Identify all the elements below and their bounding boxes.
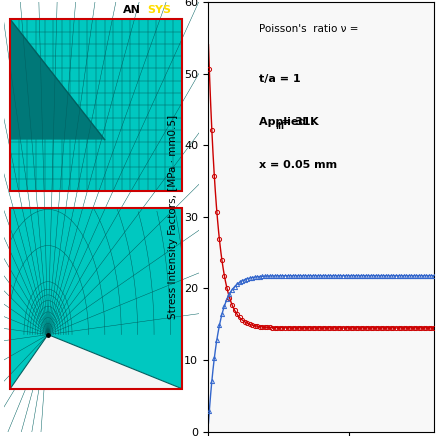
Text: Poisson's  ratio ν =: Poisson's ratio ν = (259, 24, 358, 34)
Text: III: III (275, 123, 284, 131)
Text: SYS: SYS (147, 5, 171, 15)
Polygon shape (10, 208, 182, 389)
Bar (10, 19, 182, 191)
Polygon shape (10, 19, 105, 140)
Text: t/a = 1: t/a = 1 (259, 74, 300, 84)
Y-axis label: Stress Intensity Factors, [MPa · mm0.5]: Stress Intensity Factors, [MPa · mm0.5] (168, 115, 178, 319)
Text: Applied K: Applied K (259, 117, 318, 127)
Polygon shape (10, 334, 182, 389)
Text: AN: AN (123, 5, 141, 15)
Text: x = 0.05 mm: x = 0.05 mm (259, 160, 337, 170)
Text: = 31.: = 31. (283, 117, 315, 127)
Polygon shape (10, 334, 182, 389)
Bar (10, 208, 182, 389)
Polygon shape (10, 19, 182, 191)
